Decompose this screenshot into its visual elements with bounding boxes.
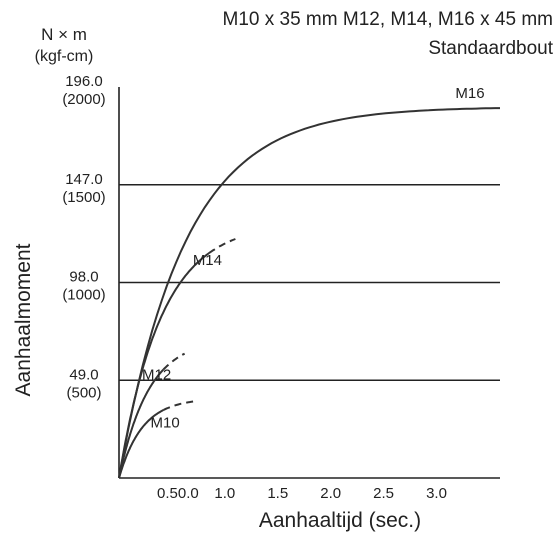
y-tick-label-1: 98.0: [69, 269, 98, 286]
y-tick-label-2: 147.0: [65, 171, 103, 188]
curve-m14: [118, 252, 210, 479]
y-tick-label-0: 49.0: [69, 366, 98, 383]
x-tick-label-1: 1.0: [214, 485, 235, 502]
curve-m12: [118, 368, 165, 479]
x-tick-label-4: 2.5: [373, 485, 394, 502]
curve-m10: [118, 409, 164, 479]
y-unit-kgf: (kgf-cm): [35, 48, 94, 65]
curve-m16: [118, 107, 500, 479]
curve-m12-extrapolated: [162, 352, 186, 371]
series-label-m10: M10: [150, 415, 179, 432]
chart-title-line2: Standaardbout: [428, 38, 553, 59]
y-tick-sublabel-1: (1000): [62, 287, 105, 304]
y-tick-sublabel-2: (1500): [62, 189, 105, 206]
y-axis-label: Aanhaalmoment: [12, 243, 35, 396]
x-tick-label-3: 2.0: [320, 485, 341, 502]
chart-title-line1: M10 x 35 mm M12, M14, M16 x 45 mm: [223, 9, 554, 30]
y-tick-sublabel-3: (2000): [62, 91, 105, 108]
x-axis-label: Aanhaaltijd (sec.): [259, 509, 421, 532]
curve-m10-extrapolated: [162, 400, 194, 411]
x-tick-label-0: 0.50.0: [157, 485, 199, 502]
x-tick-label-2: 1.5: [267, 485, 288, 502]
x-tick-label-5: 3.0: [426, 485, 447, 502]
series-label-m12: M12: [142, 367, 171, 384]
y-tick-label-3: 196.0: [65, 73, 103, 90]
series-label-m14: M14: [193, 252, 222, 269]
y-unit-nm: N × m: [41, 25, 87, 44]
series-label-m16: M16: [455, 85, 484, 102]
curve-m14-extrapolated: [208, 238, 236, 254]
y-tick-sublabel-0: (500): [66, 384, 101, 401]
